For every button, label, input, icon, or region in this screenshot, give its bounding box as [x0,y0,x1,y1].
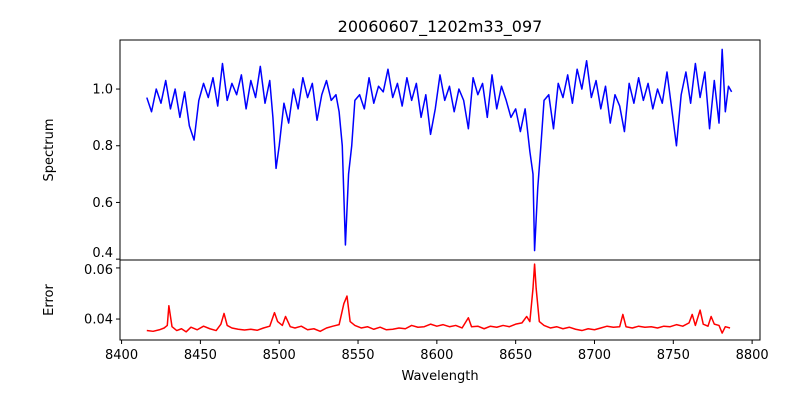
error-x-tick-label: 8500 [263,348,296,363]
error-x-tick-label: 8450 [184,348,217,363]
x-axis-label: Wavelength [401,369,478,384]
error-x-tick-label: 8650 [499,348,532,363]
chart-title: 20060607_1202m33_097 [338,17,543,37]
error-x-tick-label: 8600 [420,348,453,363]
y-axis-label-spectrum: Spectrum [42,119,57,182]
spectrum-y-tick-label: 0.4 [92,246,113,261]
spectrum-y-tick-label: 0.6 [92,196,113,211]
error-series-line [146,263,731,334]
error-axes-frame [119,259,761,341]
error-x-tick-label: 8800 [736,348,769,363]
error-axes: 0.04 0.06 8400 8450 8500 8550 8600 8650 8700 8750… [84,259,769,363]
error-x-tick-label: 8550 [341,348,374,363]
spectrum-y-tick-label: 0.8 [92,139,113,154]
error-y-tick-label: 0.06 [84,263,113,278]
spectrum-series-line [146,48,733,252]
error-x-tick-label: 8400 [105,348,138,363]
spectrum-y-tick-label: 1.0 [92,83,113,98]
error-y-tick-label: 0.04 [84,313,113,328]
error-x-tick-label: 8750 [657,348,690,363]
y-axis-label-error: Error [42,284,57,316]
error-x-tick-label: 8700 [578,348,611,363]
